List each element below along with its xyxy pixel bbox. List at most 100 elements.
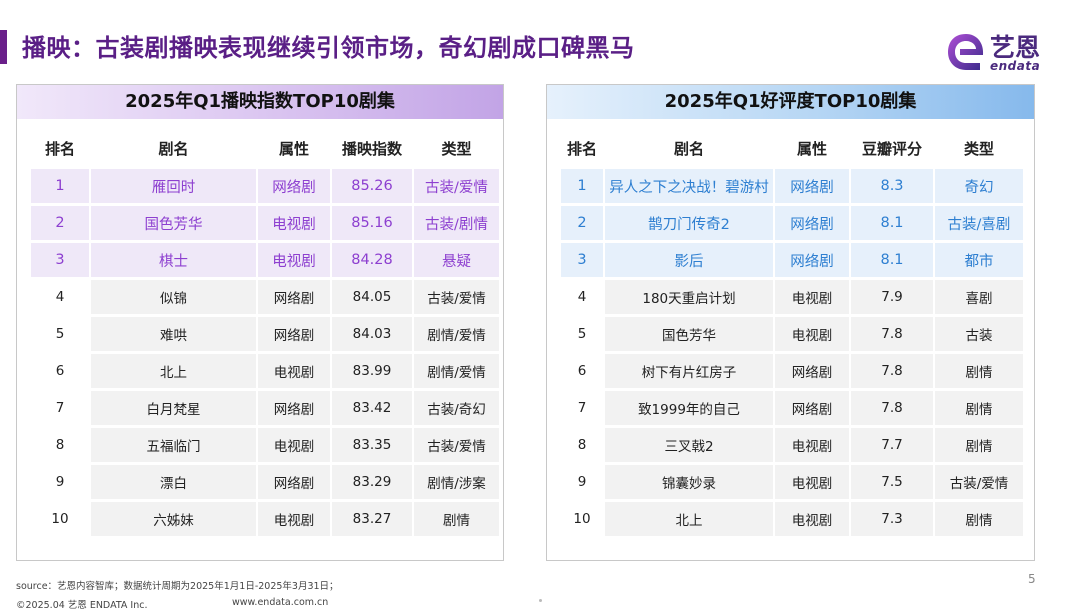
attribute-cell: 网络剧	[258, 465, 330, 499]
rank-cell: 4	[561, 280, 603, 314]
rating-table: 排名 剧名 属性 豆瓣评分 类型 1 异人之下之决战！碧游村 网络剧 8.3 奇幻 2 鹊刀…	[559, 127, 1025, 539]
table-header-row: 排名 剧名 属性 豆瓣评分 类型	[561, 130, 1023, 166]
score-cell: 8.1	[851, 206, 933, 240]
title-cell: 六姊妹	[91, 502, 256, 536]
genre-cell: 古装/爱情	[414, 169, 499, 203]
table-row: 9 锦囊妙录 电视剧 7.5 古装/爱情	[561, 465, 1023, 499]
source-note: source：艺恩内容智库；数据统计周期为2025年1月1日-2025年3月31…	[16, 581, 339, 592]
score-cell: 83.35	[332, 428, 412, 462]
score-cell: 8.1	[851, 243, 933, 277]
rank-cell: 7	[561, 391, 603, 425]
attribute-cell: 电视剧	[775, 465, 849, 499]
attribute-cell: 电视剧	[775, 317, 849, 351]
genre-cell: 剧情	[935, 354, 1023, 388]
rating-panel-title: 2025年Q1好评度TOP10剧集	[547, 85, 1034, 119]
title-cell: 漂白	[91, 465, 256, 499]
table-row: 4 似锦 网络剧 84.05 古装/爱情	[31, 280, 499, 314]
title-cell: 国色芳华	[605, 317, 773, 351]
table-row: 8 五福临门 电视剧 83.35 古装/爱情	[31, 428, 499, 462]
attribute-cell: 网络剧	[775, 391, 849, 425]
header-douban-score: 豆瓣评分	[861, 139, 922, 158]
genre-cell: 古装/爱情	[414, 280, 499, 314]
table-row: 2 鹊刀门传奇2 网络剧 8.1 古装/喜剧	[561, 206, 1023, 240]
score-cell: 7.9	[851, 280, 933, 314]
rank-cell: 7	[31, 391, 89, 425]
score-cell: 7.8	[851, 317, 933, 351]
attribute-cell: 电视剧	[775, 428, 849, 462]
genre-cell: 悬疑	[414, 243, 499, 277]
title-cell: 似锦	[91, 280, 256, 314]
title-cell: 五福临门	[91, 428, 256, 462]
attribute-cell: 电视剧	[775, 502, 849, 536]
page-title: 播映：古装剧播映表现继续引领市场，奇幻剧成口碑黑马	[22, 34, 635, 62]
genre-cell: 古装/爱情	[935, 465, 1023, 499]
score-cell: 7.3	[851, 502, 933, 536]
header-attribute: 属性	[278, 139, 309, 158]
table-row: 7 致1999年的自己 网络剧 7.8 剧情	[561, 391, 1023, 425]
rating-panel: 2025年Q1好评度TOP10剧集 排名 剧名 属性 豆瓣评分 类型 1 异人之下…	[546, 84, 1035, 561]
table-row: 9 漂白 网络剧 83.29 剧情/涉案	[31, 465, 499, 499]
title-cell: 棋士	[91, 243, 256, 277]
logo-text-cn: 艺恩	[990, 33, 1041, 62]
table-row: 7 白月梵星 网络剧 83.42 古装/奇幻	[31, 391, 499, 425]
rank-cell: 10	[561, 502, 603, 536]
attribute-cell: 网络剧	[775, 354, 849, 388]
title-cell: 异人之下之决战！碧游村	[605, 169, 773, 203]
table-row: 6 北上 电视剧 83.99 剧情/爱情	[31, 354, 499, 388]
genre-cell: 喜剧	[935, 280, 1023, 314]
genre-cell: 古装/爱情	[414, 428, 499, 462]
table-row: 8 三叉戟2 电视剧 7.7 剧情	[561, 428, 1023, 462]
rank-cell: 2	[31, 206, 89, 240]
genre-cell: 剧情/爱情	[414, 354, 499, 388]
score-cell: 85.26	[332, 169, 412, 203]
rank-cell: 8	[561, 428, 603, 462]
attribute-cell: 网络剧	[258, 391, 330, 425]
header-title: 剧名	[158, 139, 189, 158]
header-attribute: 属性	[796, 139, 827, 158]
attribute-cell: 电视剧	[258, 428, 330, 462]
page-number: 5	[1028, 572, 1036, 586]
rank-cell: 2	[561, 206, 603, 240]
attribute-cell: 电视剧	[258, 502, 330, 536]
table-row: 1 雁回时 网络剧 85.26 古装/爱情	[31, 169, 499, 203]
rank-cell: 5	[31, 317, 89, 351]
attribute-cell: 网络剧	[775, 243, 849, 277]
header-rank: 排名	[566, 139, 597, 158]
title-cell: 锦囊妙录	[605, 465, 773, 499]
attribute-cell: 电视剧	[775, 280, 849, 314]
header-rank: 排名	[44, 139, 75, 158]
play-index-panel-title: 2025年Q1播映指数TOP10剧集	[17, 85, 503, 119]
rank-cell: 8	[31, 428, 89, 462]
header-play-index: 播映指数	[341, 139, 402, 158]
title-cell: 难哄	[91, 317, 256, 351]
genre-cell: 都市	[935, 243, 1023, 277]
attribute-cell: 网络剧	[258, 317, 330, 351]
table-row: 10 北上 电视剧 7.3 剧情	[561, 502, 1023, 536]
score-cell: 7.8	[851, 354, 933, 388]
rank-cell: 9	[31, 465, 89, 499]
title-cell: 白月梵星	[91, 391, 256, 425]
header-genre: 类型	[441, 139, 472, 158]
genre-cell: 剧情/涉案	[414, 465, 499, 499]
title-cell: 三叉戟2	[605, 428, 773, 462]
attribute-cell: 网络剧	[258, 280, 330, 314]
header-title: 剧名	[673, 139, 704, 158]
website-url: www.endata.com.cn	[232, 597, 329, 608]
copyright: ©2025.04 艺恩 ENDATA Inc.	[16, 600, 148, 611]
attribute-cell: 网络剧	[775, 169, 849, 203]
table-header-row: 排名 剧名 属性 播映指数 类型	[31, 130, 499, 166]
score-cell: 8.3	[851, 169, 933, 203]
attribute-cell: 电视剧	[258, 243, 330, 277]
score-cell: 84.05	[332, 280, 412, 314]
table-row: 10 六姊妹 电视剧 83.27 剧情	[31, 502, 499, 536]
score-cell: 83.99	[332, 354, 412, 388]
endata-logo-icon	[948, 34, 984, 70]
title-cell: 雁回时	[91, 169, 256, 203]
table-row: 3 棋士 电视剧 84.28 悬疑	[31, 243, 499, 277]
title-cell: 国色芳华	[91, 206, 256, 240]
title-cell: 北上	[91, 354, 256, 388]
rank-cell: 5	[561, 317, 603, 351]
genre-cell: 剧情/爱情	[414, 317, 499, 351]
genre-cell: 古装/喜剧	[935, 206, 1023, 240]
genre-cell: 剧情	[414, 502, 499, 536]
